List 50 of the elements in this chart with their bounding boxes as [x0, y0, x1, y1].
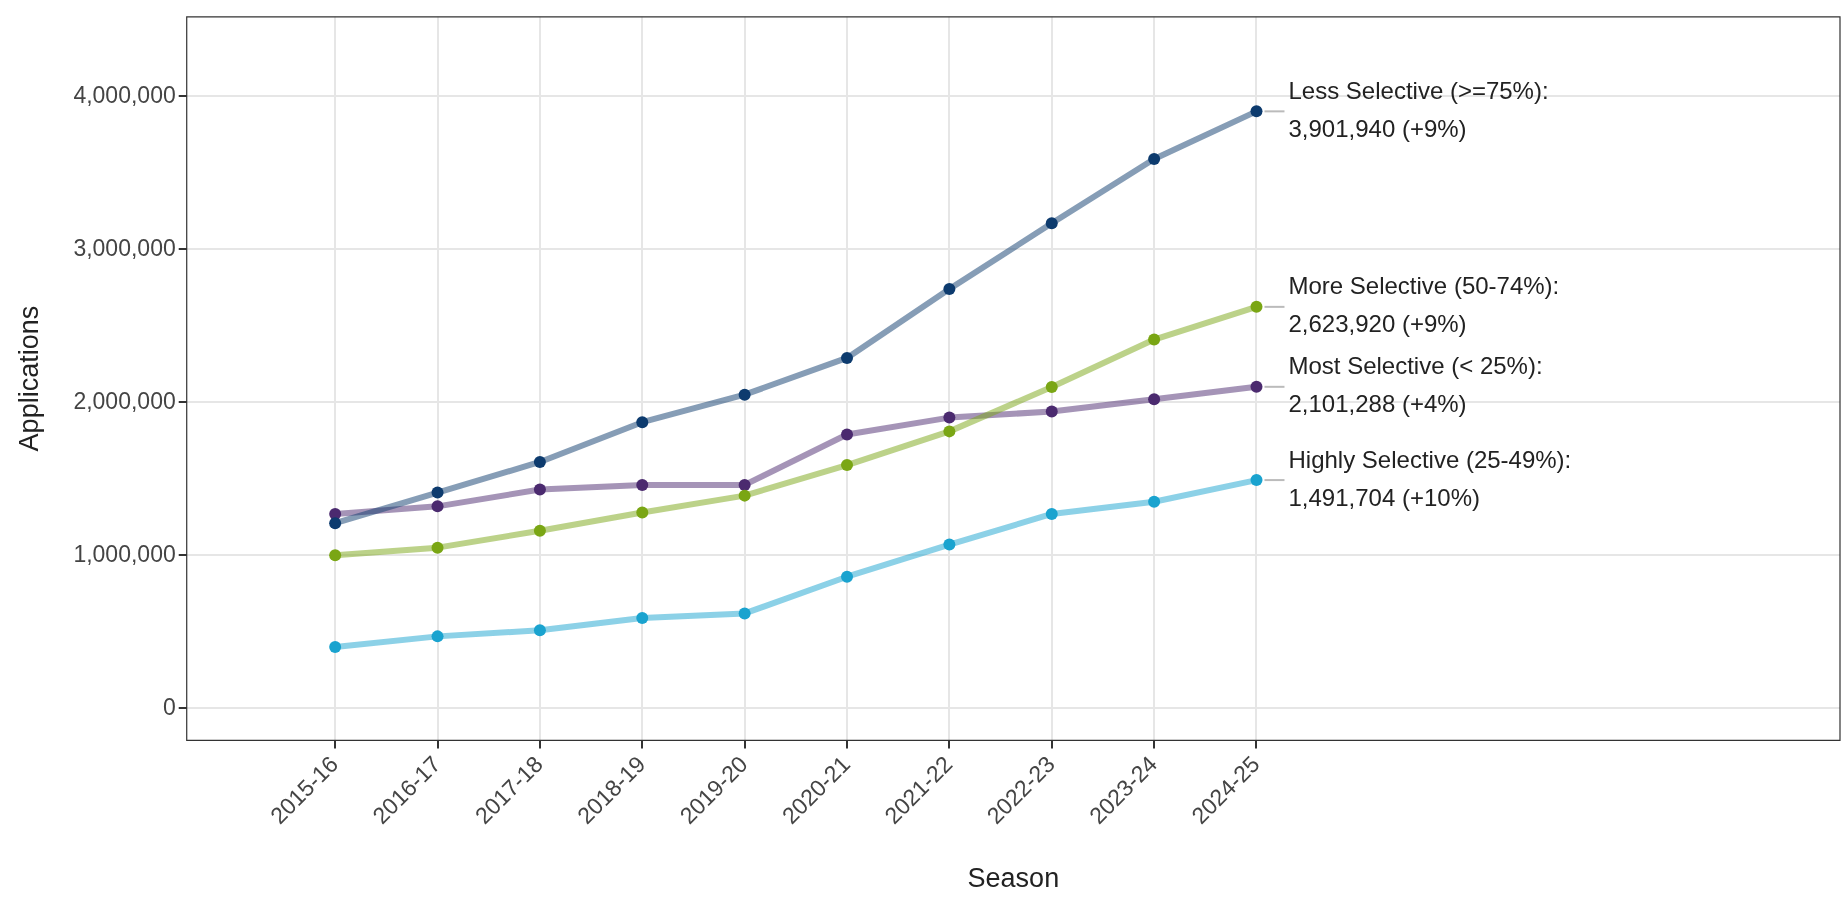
point	[841, 428, 854, 441]
point	[533, 524, 546, 537]
point	[329, 549, 342, 562]
annotation: Highly Selective (25-49%): 1,491,704 (+10%)	[1288, 445, 1572, 511]
point	[738, 607, 751, 620]
point	[1045, 381, 1058, 394]
y-tick-label: 3,000,000	[73, 234, 176, 261]
point	[841, 351, 854, 364]
point	[1148, 393, 1161, 406]
annotation: Most Selective (< 25%): 2,101,288 (+4%)	[1288, 352, 1543, 418]
point	[738, 478, 751, 491]
point	[1148, 153, 1161, 166]
point	[841, 570, 854, 583]
point	[533, 455, 546, 468]
point	[1045, 507, 1058, 520]
point	[636, 506, 649, 519]
y-tick-label: 2,000,000	[73, 387, 176, 414]
point	[533, 483, 546, 496]
point	[943, 411, 956, 424]
point	[636, 478, 649, 491]
point	[329, 517, 342, 530]
y-tick-label: 4,000,000	[73, 81, 176, 108]
point	[636, 416, 649, 429]
y-axis-title: Applications	[13, 305, 44, 452]
point	[533, 624, 546, 637]
point	[1148, 495, 1161, 508]
point	[431, 630, 444, 643]
x-axis-title: Season	[967, 863, 1060, 894]
point	[636, 612, 649, 625]
point	[1250, 105, 1263, 118]
point	[943, 283, 956, 296]
point	[329, 641, 342, 654]
annotation: Less Selective (>=75%): 3,901,940 (+9%)	[1288, 76, 1549, 142]
point	[1250, 474, 1263, 487]
point	[431, 500, 444, 513]
y-tick-label: 1,000,000	[73, 540, 176, 567]
point	[1250, 300, 1263, 313]
y-tick-label: 0	[162, 693, 176, 720]
point	[1045, 405, 1058, 418]
point	[1045, 217, 1058, 230]
point	[943, 538, 956, 551]
point	[431, 486, 444, 499]
point	[738, 489, 751, 502]
point	[943, 425, 956, 438]
point	[841, 459, 854, 472]
point	[1148, 333, 1161, 346]
point	[1250, 380, 1263, 393]
annotation: More Selective (50-74%): 2,623,920 (+9%)	[1288, 272, 1560, 338]
point	[431, 541, 444, 554]
point	[738, 388, 751, 401]
